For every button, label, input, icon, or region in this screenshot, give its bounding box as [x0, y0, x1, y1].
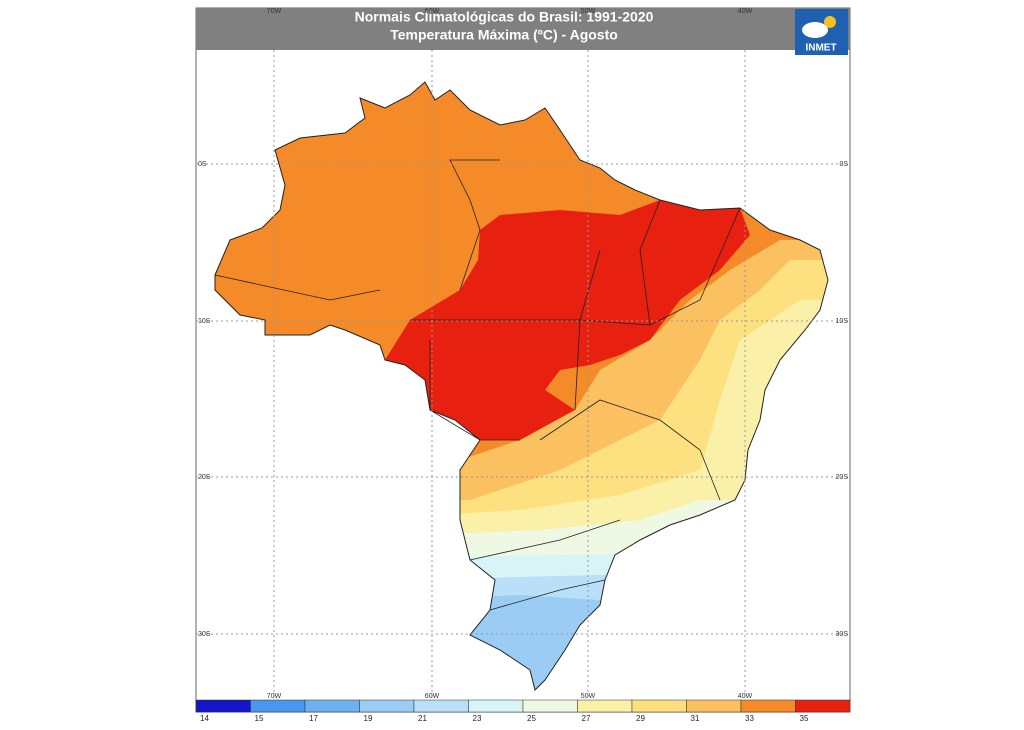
colorbar-label: 23 — [473, 714, 482, 723]
colorbar-label: 21 — [418, 714, 427, 723]
latitude-label: 0S — [839, 161, 848, 168]
latitude-label: 30S — [198, 631, 211, 638]
longitude-label: 60W — [425, 8, 440, 15]
longitude-label: 70W — [267, 8, 282, 15]
longitude-label: 60W — [425, 693, 440, 700]
latitude-label: 20S — [198, 474, 211, 481]
colorbar-label: 31 — [691, 714, 700, 723]
colorbar-segment — [740, 699, 796, 713]
colorbar-segment — [795, 699, 851, 713]
latitude-label: 30S — [836, 631, 849, 638]
colorbar-segment — [413, 699, 469, 713]
colorbar-label: 27 — [582, 714, 591, 723]
colorbar-label: 35 — [800, 714, 809, 723]
logo-cloud — [802, 22, 828, 38]
latitude-label: 10S — [836, 318, 849, 325]
logo-text: INMET — [805, 43, 836, 54]
latitude-label: 10S — [198, 318, 211, 325]
longitude-label: 40W — [738, 693, 753, 700]
colorbar-segment — [631, 699, 687, 713]
colorbar-label: 25 — [527, 714, 536, 723]
colorbar-label: 19 — [364, 714, 373, 723]
colorbar-segment — [195, 699, 251, 713]
longitude-label: 50W — [581, 8, 596, 15]
colorbar-segment — [359, 699, 415, 713]
longitude-label: 40W — [738, 8, 753, 15]
colorbar-segment — [686, 699, 742, 713]
state-borders — [214, 159, 741, 611]
colorbar-label: 15 — [255, 714, 264, 723]
latitude-label: 20S — [836, 474, 849, 481]
header-band — [196, 8, 850, 50]
longitude-label: 50W — [581, 693, 596, 700]
colorbar-segment — [304, 699, 360, 713]
longitude-label: 70W — [267, 693, 282, 700]
colorbar-label: 33 — [745, 714, 754, 723]
title: Normais Climatológicas do Brasil: 1991-2… — [355, 9, 654, 25]
colorbar-label: 29 — [636, 714, 645, 723]
colorbar-segment — [250, 699, 306, 713]
logo-sun — [824, 16, 836, 28]
colorbar-segment — [522, 699, 578, 713]
colorbar-segment — [468, 699, 524, 713]
colorbar-segment — [577, 699, 633, 713]
colorbar-label: 14 — [200, 714, 209, 723]
latitude-label: 0S — [198, 161, 207, 168]
colorbar-label: 17 — [309, 714, 318, 723]
subtitle: Temperatura Máxima (ºC) - Agosto — [390, 27, 618, 43]
